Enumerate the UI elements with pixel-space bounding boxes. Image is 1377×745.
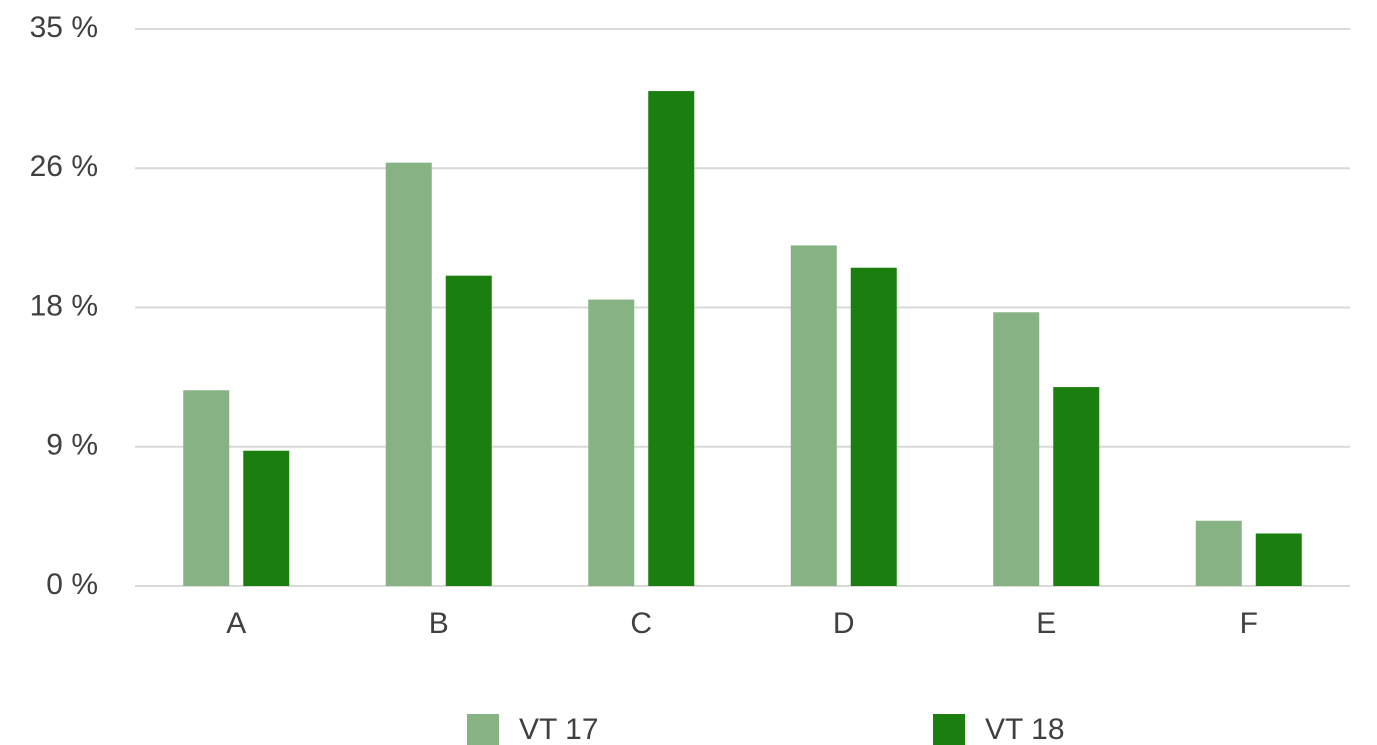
x-tick-label: E xyxy=(1036,607,1056,640)
bar xyxy=(790,245,837,587)
x-tick-label: C xyxy=(630,607,652,640)
legend-swatch xyxy=(467,714,499,745)
bar xyxy=(1053,387,1100,586)
bar xyxy=(445,275,492,586)
bar xyxy=(1255,533,1302,586)
x-tick-label: A xyxy=(226,607,246,640)
bar xyxy=(1195,520,1242,586)
bar xyxy=(183,390,230,586)
bar xyxy=(588,299,635,586)
bar xyxy=(648,91,695,587)
legend-swatch xyxy=(933,714,965,745)
legend-label: VT 18 xyxy=(985,713,1065,745)
bar xyxy=(243,450,290,586)
legend-label: VT 17 xyxy=(519,713,599,745)
y-tick-label: 35 % xyxy=(30,11,98,44)
y-tick-label: 26 % xyxy=(30,150,98,183)
y-tick-label: 0 % xyxy=(46,568,98,601)
y-tick-label: 18 % xyxy=(30,289,98,322)
y-tick-label: 9 % xyxy=(46,429,98,462)
x-tick-label: D xyxy=(833,607,855,640)
x-tick-label: B xyxy=(429,607,449,640)
bar xyxy=(850,267,897,586)
x-tick-label: F xyxy=(1240,607,1258,640)
bar xyxy=(385,162,432,586)
bar xyxy=(993,312,1040,586)
